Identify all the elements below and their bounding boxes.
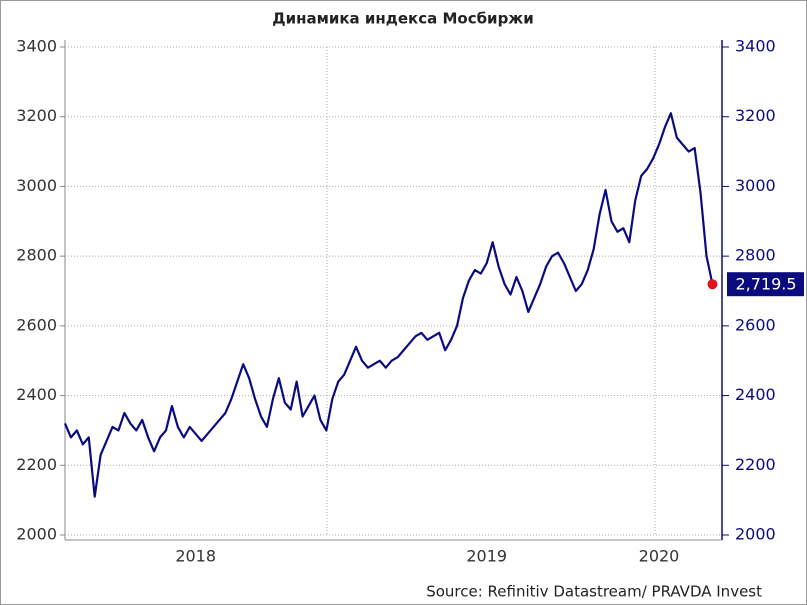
y2-tick-label: 3000 xyxy=(735,176,776,195)
y2-tick-label: 2400 xyxy=(735,385,776,404)
y-tick-label: 3400 xyxy=(16,37,57,56)
y-tick-label: 3200 xyxy=(16,106,57,125)
value-label: 2,719.5 xyxy=(735,275,796,294)
y-tick-label: 2400 xyxy=(16,385,57,404)
last-point-marker xyxy=(707,279,718,290)
y-tick-label: 2600 xyxy=(16,315,57,334)
x-tick-label: 2020 xyxy=(639,547,680,566)
y2-tick-label: 3200 xyxy=(735,106,776,125)
y2-tick-label: 2200 xyxy=(735,455,776,474)
y-tick-label: 2200 xyxy=(16,455,57,474)
y2-tick-label: 2000 xyxy=(735,525,776,544)
y2-tick-label: 2600 xyxy=(735,315,776,334)
y2-tick-label: 3400 xyxy=(735,37,776,56)
y2-tick-label: 2800 xyxy=(735,246,776,265)
y-tick-label: 2800 xyxy=(16,246,57,265)
y-tick-label: 3000 xyxy=(16,176,57,195)
chart-title: Динамика индекса Мосбиржи xyxy=(272,10,534,28)
source-note: Source: Refinitiv Datastream/ PRAVDA Inv… xyxy=(426,583,762,601)
line xyxy=(63,112,714,498)
value-label-box xyxy=(727,272,804,297)
y-tick-label: 2000 xyxy=(16,525,57,544)
x-tick-label: 2019 xyxy=(466,547,507,566)
x-tick-label: 2018 xyxy=(175,547,216,566)
